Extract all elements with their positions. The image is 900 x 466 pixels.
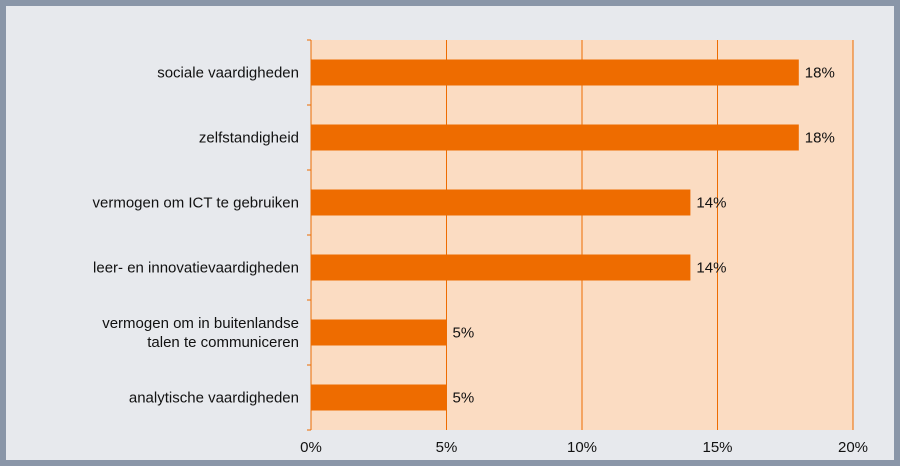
category-label: vermogen om in buitenlandse talen te comm… [102, 315, 299, 351]
value-label: 18% [805, 65, 835, 82]
value-label: 14% [696, 260, 726, 277]
x-tick-label: 0% [300, 439, 322, 456]
category-labels: sociale vaardigheden zelfstandigheid vermo… [93, 65, 300, 407]
bar [311, 124, 799, 151]
x-tick-label: 20% [838, 439, 868, 456]
x-tick-label: 5% [436, 439, 458, 456]
category-label: vermogen om ICT te gebruiken [93, 195, 300, 212]
x-tick-label: 15% [702, 439, 732, 456]
value-label: 18% [805, 130, 835, 147]
category-label-line: analytische vaardigheden [129, 390, 299, 407]
bar [311, 319, 447, 346]
value-labels: 18% 18% 14% 14% 5% 5% [453, 65, 835, 407]
value-label: 5% [453, 325, 475, 342]
category-label-line: vermogen om in buitenlandse [102, 315, 299, 332]
category-label: analytische vaardigheden [129, 390, 299, 407]
x-axis-tick-labels: 0% 5% 10% 15% 20% [300, 439, 868, 456]
bar [311, 59, 799, 86]
category-label-line: vermogen om ICT te gebruiken [93, 195, 300, 212]
bar-chart: sociale vaardigheden zelfstandigheid vermo… [93, 39, 868, 456]
bars [311, 59, 799, 411]
category-label-line: sociale vaardigheden [157, 65, 299, 82]
category-label: sociale vaardigheden [157, 65, 299, 82]
category-label-line: leer- en innovatievaardigheden [93, 260, 299, 277]
gridlines [307, 39, 854, 431]
bar [311, 384, 447, 411]
bar [311, 189, 691, 216]
value-label: 14% [696, 195, 726, 212]
category-label-line: talen te communiceren [147, 334, 299, 351]
category-label: leer- en innovatievaardigheden [93, 260, 299, 277]
category-label-line: zelfstandigheid [199, 130, 299, 147]
bar [311, 254, 691, 281]
value-label: 5% [453, 390, 475, 407]
category-label: zelfstandigheid [199, 130, 299, 147]
x-tick-label: 10% [567, 439, 597, 456]
